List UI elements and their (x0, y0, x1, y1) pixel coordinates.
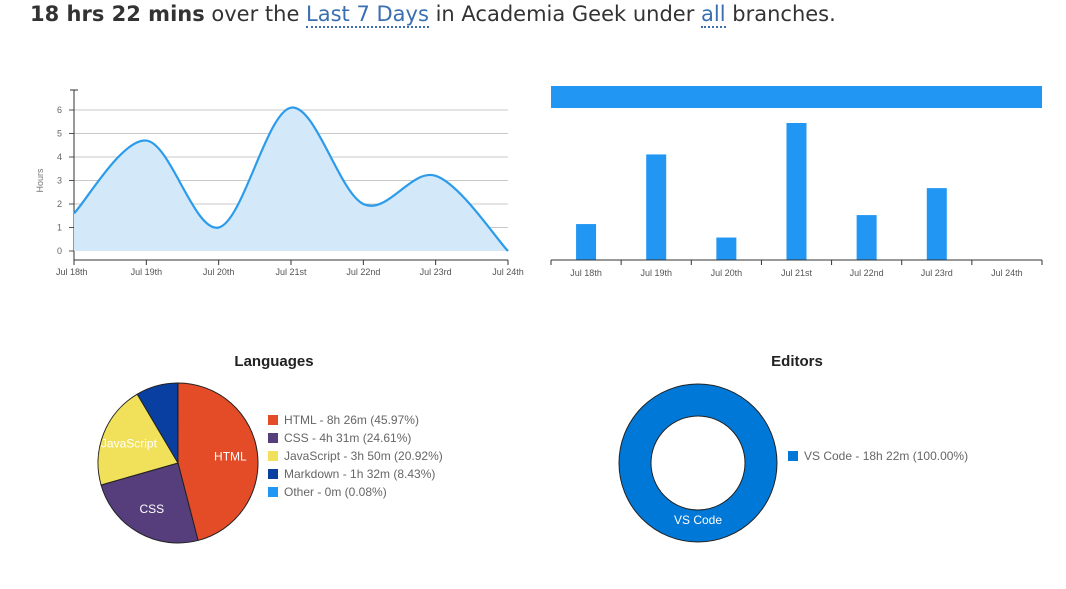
hours-bar-chart: Jul 18th Jul 19th Jul 20th Jul 21st Jul 22nd… (550, 86, 1043, 278)
x-tick-label: Jul 22nd (346, 267, 380, 277)
bar[interactable] (926, 188, 947, 260)
y-tick-label: 5 (57, 129, 62, 139)
slice-label: CSS (139, 502, 164, 516)
y-tick-label: 4 (57, 152, 62, 162)
legend-entry[interactable]: VS Code - 18h 22m (100.00%) (804, 449, 968, 463)
legend-entry[interactable]: HTML - 8h 26m (45.97%) (284, 413, 419, 427)
legend-entry[interactable]: JavaScript - 3h 50m (20.92%) (284, 449, 443, 463)
bar[interactable] (576, 224, 597, 260)
x-tick-label: Jul 24th (492, 267, 524, 277)
slice-label: JavaScript (101, 436, 158, 450)
y-axis-label: Hours (35, 168, 45, 193)
legend-swatch (268, 433, 278, 443)
bar[interactable] (646, 154, 667, 260)
y-tick-label: 2 (57, 199, 62, 209)
x-tick-label: Jul 18th (570, 268, 602, 278)
editors-donut-chart: Editors VS Code VS Code - 18h 22m (100.00… (618, 353, 968, 543)
legend-swatch (268, 469, 278, 479)
donut-slice[interactable] (619, 384, 777, 542)
y-tick-label: 1 (57, 223, 62, 233)
slice-label: HTML (214, 449, 247, 463)
legend-swatch (268, 487, 278, 497)
legend-entry[interactable]: Markdown - 1h 32m (8.43%) (284, 467, 435, 481)
legend-swatch (268, 451, 278, 461)
x-tick-label: Jul 21st (781, 268, 813, 278)
x-tick-label: Jul 20th (711, 268, 743, 278)
area-fill (74, 107, 508, 251)
donut-outer-border (618, 383, 778, 543)
x-tick-label: Jul 21st (275, 267, 307, 277)
pie-slice[interactable] (97, 393, 179, 486)
summary-headline: 18 hrs 22 mins over the Last 7 Days in A… (30, 2, 836, 28)
y-tick-label: 3 (57, 176, 62, 186)
legend-swatch (268, 415, 278, 425)
legend-swatch (788, 451, 798, 461)
bar[interactable] (786, 123, 807, 260)
hours-area-chart: 0 1 2 3 4 5 6 Hours Jul 18th Jul 19th Jul 20th Jul … (35, 89, 524, 277)
legend-bar (551, 86, 1042, 108)
bar[interactable] (716, 237, 737, 260)
languages-title: Languages (234, 353, 313, 370)
donut-inner-border (650, 415, 746, 511)
legend-entry[interactable]: CSS - 4h 31m (24.61%) (284, 431, 411, 445)
summary-text-2: in Academia Geek under (428, 2, 702, 26)
summary-text-3: branches. (725, 2, 836, 26)
x-tick-label: Jul 18th (56, 267, 88, 277)
languages-pie-chart: Languages HTML CSS JavaScript HTML - 8h 26m… (97, 353, 443, 544)
slice-label: VS Code (674, 513, 722, 527)
x-tick-label: Jul 19th (640, 268, 672, 278)
x-tick-label: Jul 20th (203, 267, 235, 277)
x-tick-label: Jul 22nd (850, 268, 884, 278)
editors-title: Editors (771, 353, 823, 370)
branch-link[interactable]: all (701, 2, 726, 28)
summary-text-1: over the (204, 2, 307, 26)
y-tick-label: 0 (57, 246, 62, 256)
total-duration: 18 hrs 22 mins (30, 2, 205, 26)
x-tick-label: Jul 23rd (420, 267, 452, 277)
bar[interactable] (856, 215, 877, 260)
pie-slice[interactable] (100, 462, 199, 544)
y-tick-label: 6 (57, 105, 62, 115)
date-range-link[interactable]: Last 7 Days (306, 2, 429, 28)
x-tick-label: Jul 23rd (921, 268, 953, 278)
x-tick-label: Jul 19th (131, 267, 163, 277)
pie-slice[interactable] (177, 382, 259, 542)
x-tick-label: Jul 24th (991, 268, 1023, 278)
legend-entry[interactable]: Other - 0m (0.08%) (284, 485, 387, 499)
